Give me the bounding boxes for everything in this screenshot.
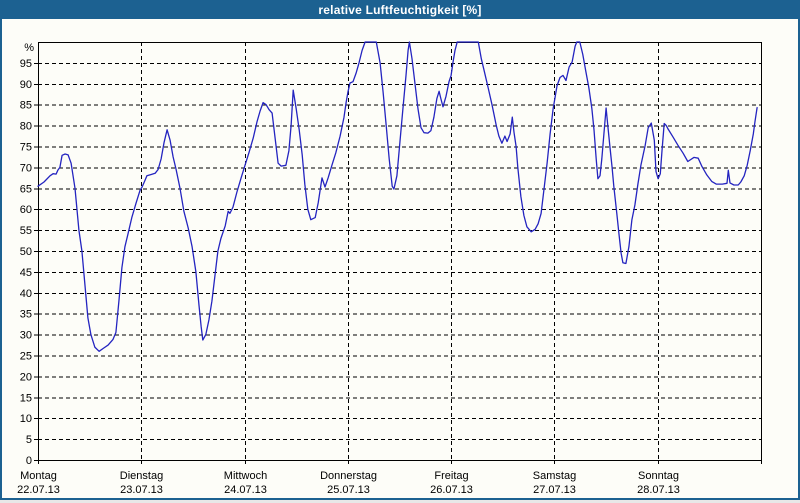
y-tick-label: 20 bbox=[20, 371, 32, 383]
y-tick-label: 70 bbox=[20, 162, 32, 174]
chart-title: relative Luftfeuchtigkeit [%] bbox=[318, 2, 482, 17]
y-tick-label: 5 bbox=[26, 434, 32, 446]
day-name-label: Dienstag bbox=[120, 470, 163, 482]
humidity-line bbox=[37, 41, 758, 352]
plot-border bbox=[38, 42, 762, 461]
y-tick-label: 50 bbox=[20, 246, 32, 258]
y-axis-unit-label: % bbox=[24, 42, 34, 54]
y-tick-label: 75 bbox=[20, 142, 32, 154]
day-date-label: 24.07.13 bbox=[224, 484, 267, 496]
day-name-label: Freitag bbox=[434, 470, 468, 482]
day-name-label: Donnerstag bbox=[320, 470, 377, 482]
y-tick-label: 95 bbox=[20, 58, 32, 70]
day-date-label: 23.07.13 bbox=[120, 484, 163, 496]
y-tick-label: 35 bbox=[20, 309, 32, 321]
y-tick-label: 55 bbox=[20, 225, 32, 237]
y-tick-label: 80 bbox=[20, 121, 32, 133]
y-tick-label: 45 bbox=[20, 267, 32, 279]
y-tick-label: 10 bbox=[20, 413, 32, 425]
y-tick-label: 40 bbox=[20, 288, 32, 300]
day-date-label: 25.07.13 bbox=[327, 484, 370, 496]
day-date-label: 26.07.13 bbox=[430, 484, 473, 496]
day-name-label: Samstag bbox=[533, 470, 576, 482]
y-tick-label: 60 bbox=[20, 204, 32, 216]
y-tick-label: 65 bbox=[20, 183, 32, 195]
day-date-label: 22.07.13 bbox=[17, 484, 60, 496]
day-name-label: Montag bbox=[20, 470, 57, 482]
y-tick-label: 25 bbox=[20, 351, 32, 363]
y-tick-label: 85 bbox=[20, 100, 32, 112]
y-tick-label: 15 bbox=[20, 392, 32, 404]
humidity-chart-svg: 0 5 10 15 20 25 30 35 40 45 50 55 60 65 70 75 80 85 90 95% M… bbox=[17, 41, 762, 496]
y-tick-label: 30 bbox=[20, 330, 32, 342]
title-bar: relative Luftfeuchtigkeit [%] bbox=[2, 0, 798, 19]
y-tick-label: 90 bbox=[20, 79, 32, 91]
y-tick-label: 0 bbox=[26, 455, 32, 467]
day-name-label: Sonntag bbox=[638, 470, 679, 482]
chart-area: 0 5 10 15 20 25 30 35 40 45 50 55 60 65 70 75 80 85 90 95% M… bbox=[2, 19, 798, 503]
day-date-label: 27.07.13 bbox=[533, 484, 576, 496]
day-date-label: 28.07.13 bbox=[637, 484, 680, 496]
day-name-label: Mittwoch bbox=[224, 470, 267, 482]
